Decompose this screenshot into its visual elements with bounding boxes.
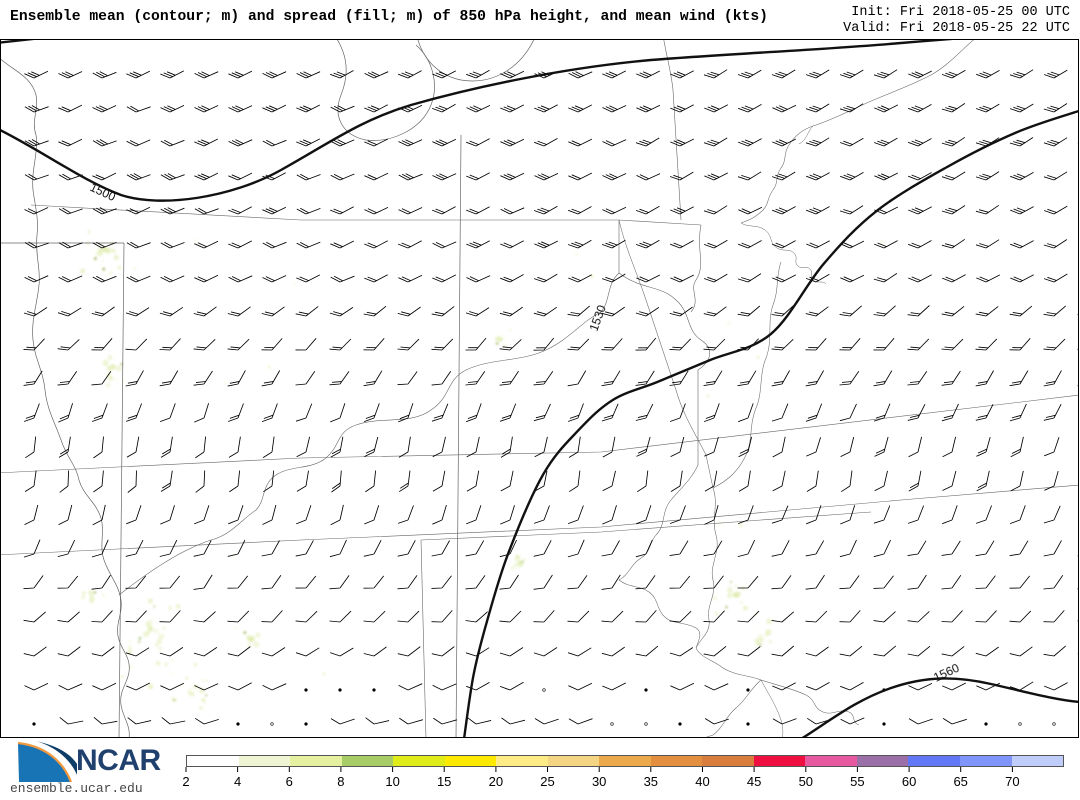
svg-text:55: 55 xyxy=(850,774,864,789)
svg-text:4: 4 xyxy=(234,774,241,789)
svg-text:1530: 1530 xyxy=(587,303,609,333)
svg-text:15: 15 xyxy=(437,774,451,789)
svg-text:2: 2 xyxy=(182,774,189,789)
svg-text:35: 35 xyxy=(644,774,658,789)
svg-text:65: 65 xyxy=(953,774,967,789)
svg-text:20: 20 xyxy=(489,774,503,789)
svg-text:45: 45 xyxy=(747,774,761,789)
svg-text:6: 6 xyxy=(286,774,293,789)
svg-text:8: 8 xyxy=(337,774,344,789)
svg-text:50: 50 xyxy=(799,774,813,789)
svg-text:25: 25 xyxy=(540,774,554,789)
svg-text:60: 60 xyxy=(902,774,916,789)
svg-text:1500: 1500 xyxy=(88,180,118,204)
svg-text:1560: 1560 xyxy=(931,661,961,685)
svg-text:40: 40 xyxy=(695,774,709,789)
svg-text:10: 10 xyxy=(385,774,399,789)
svg-text:70: 70 xyxy=(1005,774,1019,789)
svg-text:30: 30 xyxy=(592,774,606,789)
